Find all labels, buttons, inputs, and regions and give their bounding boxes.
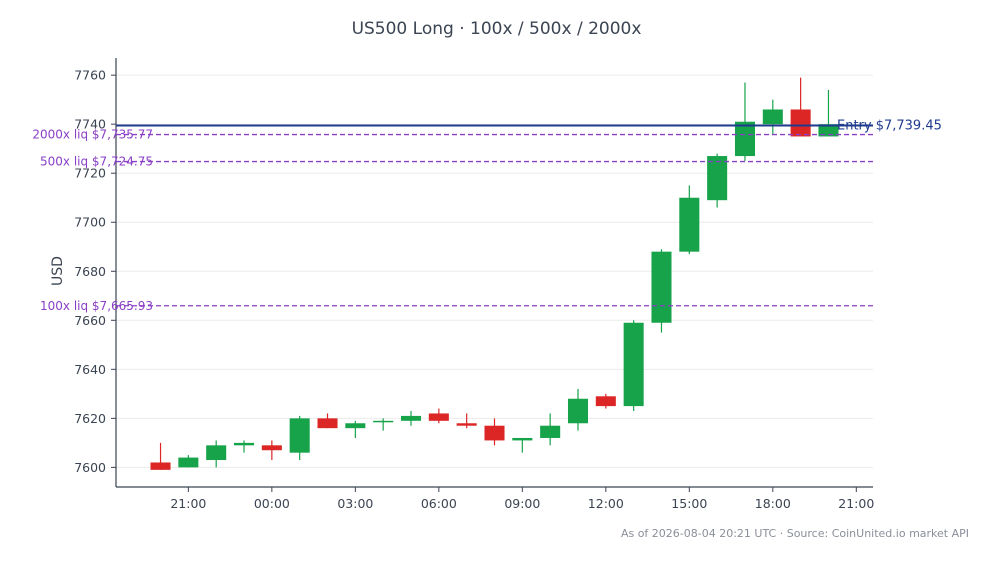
candle-body <box>206 445 227 461</box>
liquidation-line-label: 500x liq $7,724.75 <box>40 155 153 169</box>
candle-body <box>261 445 282 451</box>
x-tick-label: 21:00 <box>838 496 874 511</box>
y-tick-label: 7600 <box>74 460 106 475</box>
y-tick-label: 7700 <box>74 215 106 230</box>
candle-body <box>234 442 255 446</box>
x-tick-label: 12:00 <box>588 496 624 511</box>
axes: 7600 7620 7640 7660 7680 7700 7720 7740 7760 21:0… <box>74 58 874 511</box>
candle-body <box>400 415 422 421</box>
y-axis-label: USD <box>50 256 66 286</box>
y-tick-label: 7740 <box>74 117 106 132</box>
reference-lines: Entry $7,739.45 2000x liq $7,735.77 500x l… <box>32 119 942 313</box>
candle-body <box>790 109 811 137</box>
candle-body <box>707 156 728 201</box>
candle-body <box>512 437 533 441</box>
candle-body <box>762 109 783 125</box>
candle-body <box>178 457 199 468</box>
candle-body <box>595 396 616 407</box>
chart-title: US500 Long · 100x / 500x / 2000x <box>351 19 642 39</box>
x-tick-label: 06:00 <box>421 496 457 511</box>
candle-body <box>150 462 171 470</box>
candle-body <box>623 322 644 407</box>
candle-body <box>373 420 394 423</box>
candles <box>150 77 839 470</box>
y-tick-label: 7720 <box>74 166 106 181</box>
x-tick-label: 03:00 <box>337 496 373 511</box>
footnote: As of 2026-08-04 20:21 UTC · Source: Coi… <box>620 527 969 540</box>
liquidation-line-label: 100x liq $7,665.93 <box>40 299 153 313</box>
candle-body <box>289 418 310 453</box>
x-tick-label: 09:00 <box>504 496 540 511</box>
candle-body <box>651 251 672 323</box>
candle-body <box>818 124 839 137</box>
y-tick-label: 7640 <box>74 362 106 377</box>
candle-body <box>679 197 700 252</box>
x-tick-label: 18:00 <box>755 496 791 511</box>
candle-body <box>540 425 561 438</box>
y-tick-label: 7680 <box>74 264 106 279</box>
x-tick-label: 00:00 <box>254 496 290 511</box>
entry-line-label: Entry $7,739.45 <box>837 119 942 134</box>
y-tick-label: 7660 <box>74 313 106 328</box>
liquidation-line-label: 2000x liq $7,735.77 <box>32 128 153 142</box>
y-tick-label: 7620 <box>74 411 106 426</box>
candle-body <box>317 418 338 429</box>
candle-body <box>345 423 366 429</box>
candle-body <box>484 425 505 441</box>
x-tick-label: 21:00 <box>170 496 206 511</box>
candle-body <box>456 423 477 426</box>
candle-body <box>567 398 589 424</box>
x-tick-label: 15:00 <box>671 496 707 511</box>
candle-body <box>428 413 449 421</box>
candle-body <box>734 121 755 157</box>
y-tick-label: 7760 <box>74 68 106 83</box>
